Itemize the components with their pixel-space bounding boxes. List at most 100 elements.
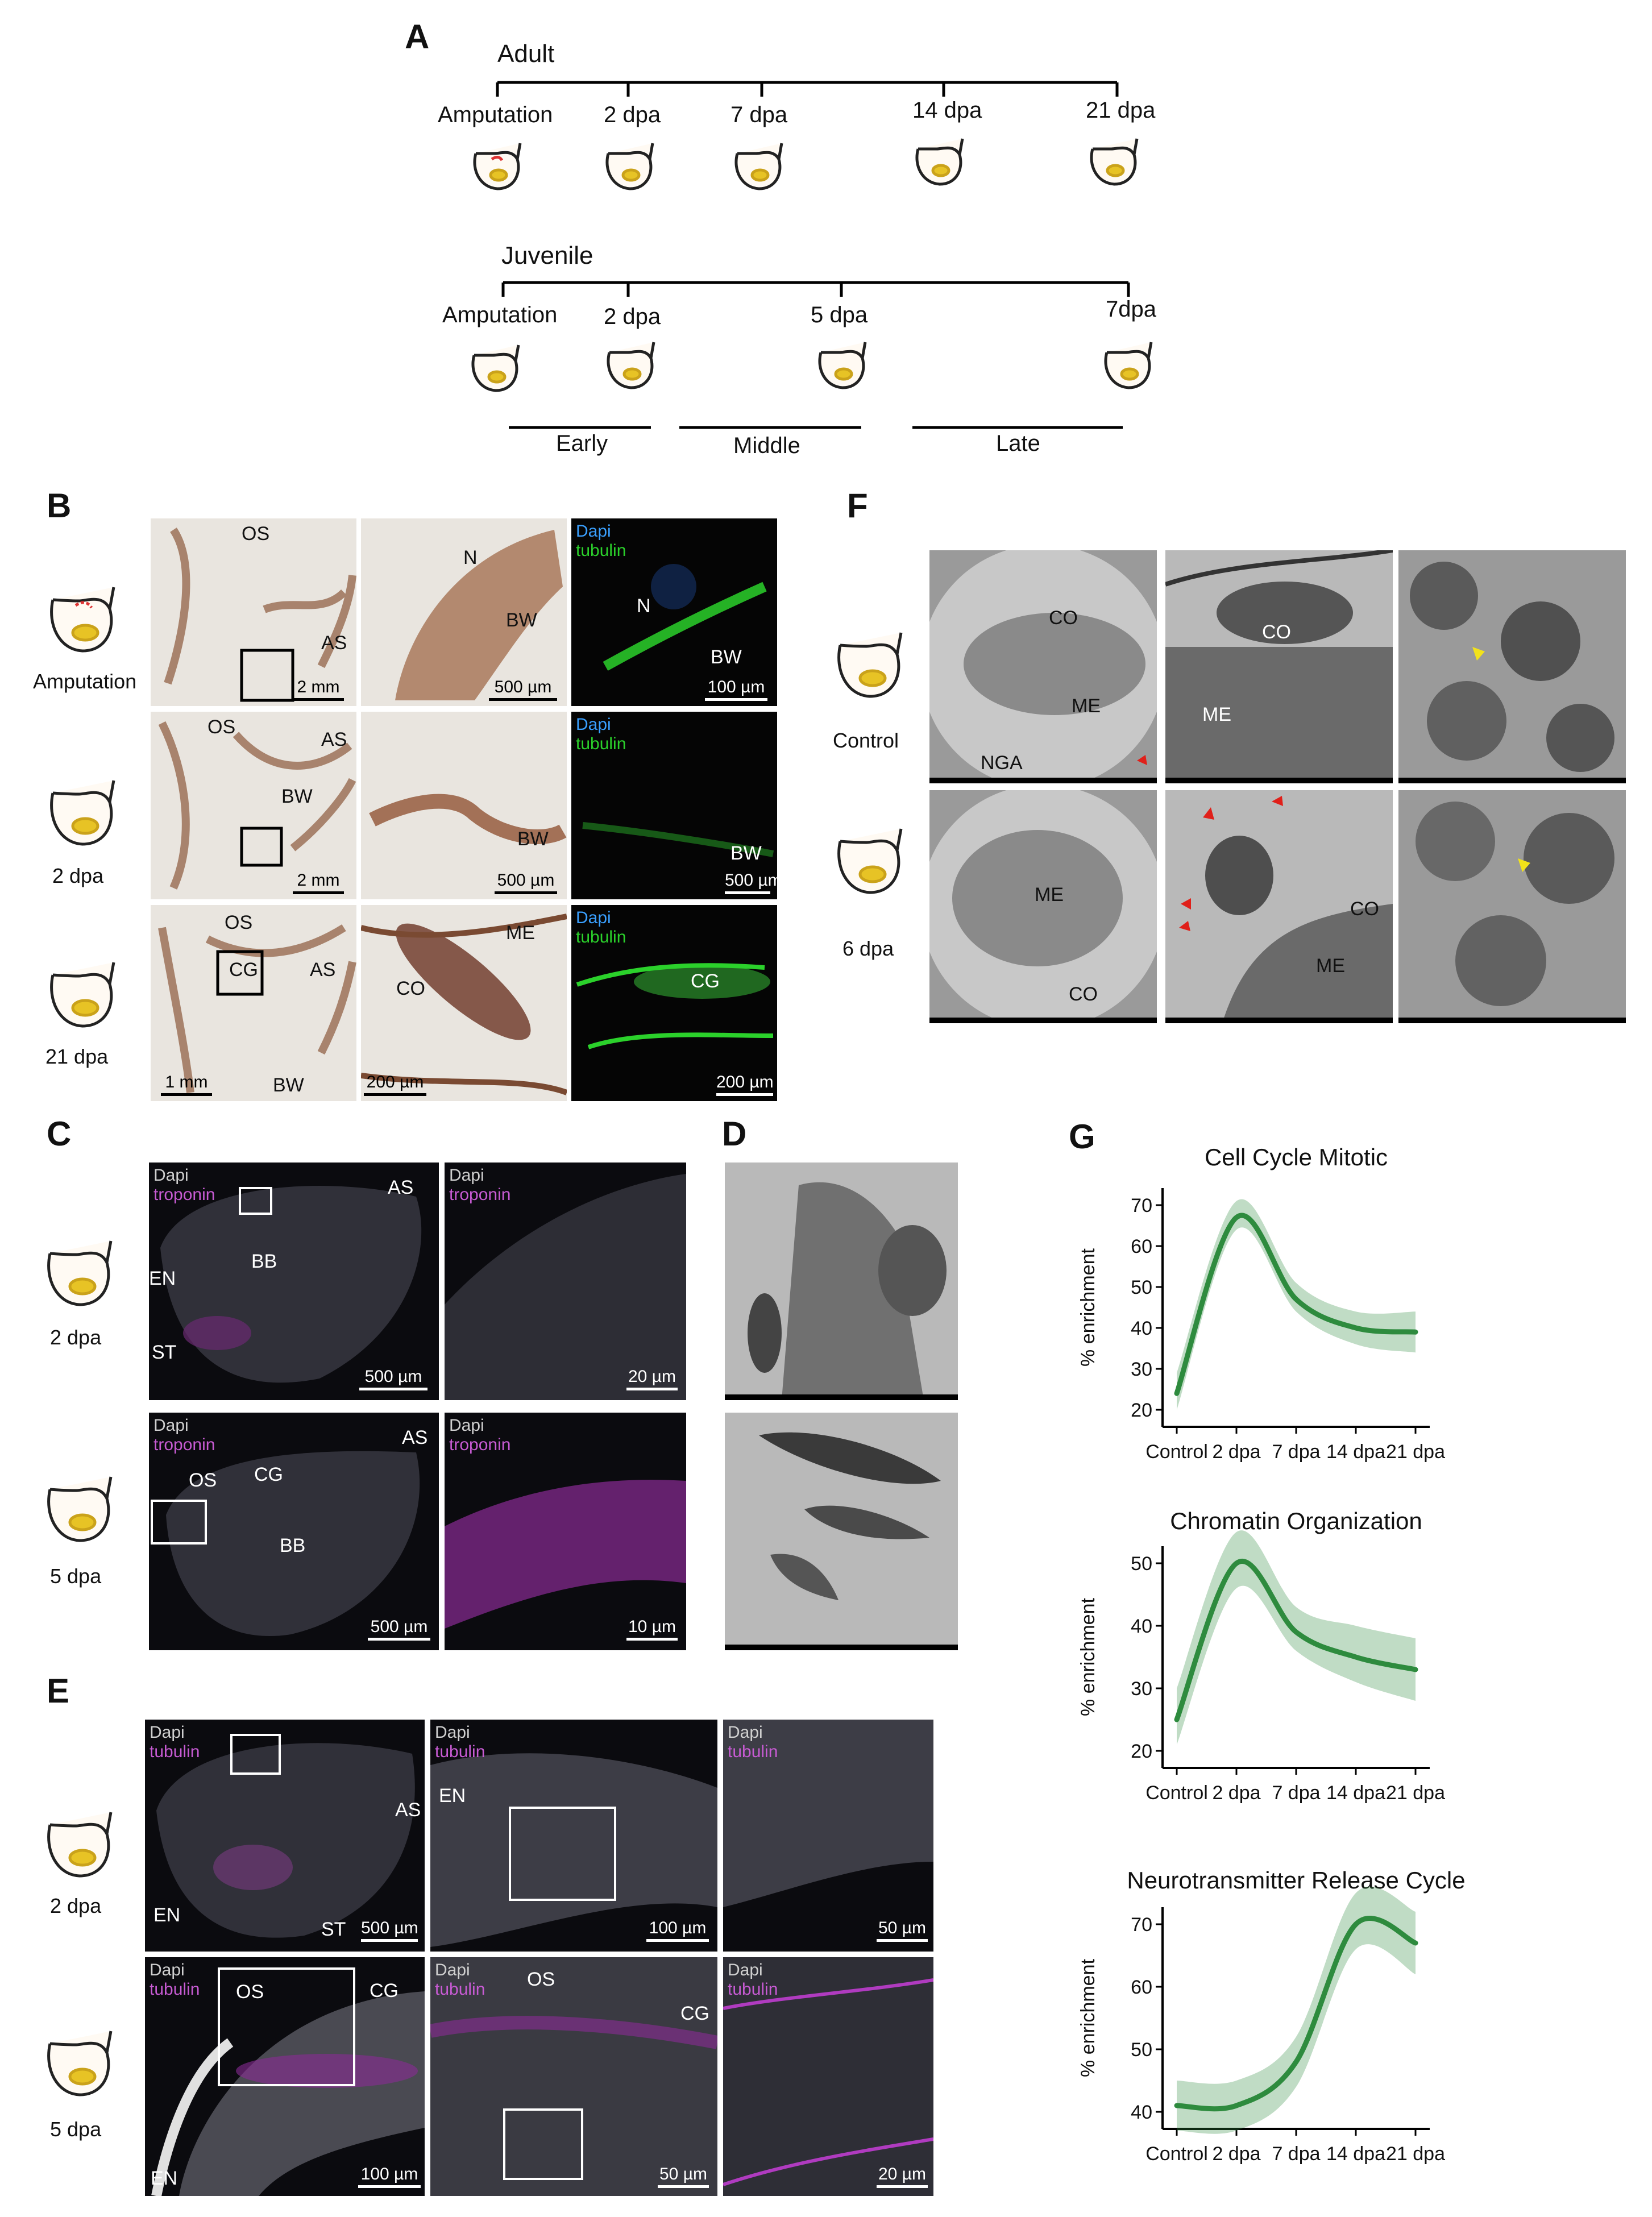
scale-label: 2 mm xyxy=(297,871,340,890)
scale-bar: 500 µm xyxy=(495,871,557,894)
label-os: OS xyxy=(236,1981,264,2003)
b-r3-zoom-image: ME CO 200 µm xyxy=(361,905,567,1101)
stain-tubulin: tubulin xyxy=(576,928,626,946)
data-point xyxy=(1174,1391,1179,1396)
scale-label: 100 µm xyxy=(360,2165,418,2183)
snail-icon xyxy=(50,587,115,1028)
scale-bar: 2 mm xyxy=(293,871,344,894)
data-point xyxy=(1294,1297,1298,1302)
label-os: OS xyxy=(189,1469,217,1491)
panel-letter-f: F xyxy=(847,487,868,525)
juvenile-point-2: 5 dpa xyxy=(811,302,868,327)
scale-bar: 100 µm xyxy=(705,678,767,701)
panel-letter-e: E xyxy=(47,1672,70,1710)
label-as: AS xyxy=(395,1799,421,1821)
confidence-band xyxy=(1177,1199,1416,1410)
scale-bar: 200 µm xyxy=(364,1073,426,1096)
stain-tubulin: tubulin xyxy=(150,1742,200,1761)
scale-bar: 50 µm xyxy=(658,2165,709,2188)
scale-label: 500 µm xyxy=(361,1919,418,1937)
label-as: AS xyxy=(388,1177,414,1198)
y-tick-label: 60 xyxy=(1131,1236,1152,1257)
data-point xyxy=(1294,1630,1298,1634)
x-tick-label: 14 dpa xyxy=(1326,1441,1385,1463)
b-r1-fluor-image: Dapi tubulin N BW 100 µm xyxy=(571,518,777,706)
adult-point-1: 2 dpa xyxy=(604,102,661,127)
y-tick-label: 20 xyxy=(1131,1741,1152,1762)
c-r2-overview-image: Dapi troponin OS CG AS BB 500 µm xyxy=(149,1413,439,1650)
label-cg: CG xyxy=(680,2003,709,2024)
y-tick-label: 40 xyxy=(1131,2102,1152,2123)
c-r1-overview-image: Dapi troponin AS BB EN ST 500 µm xyxy=(149,1163,439,1400)
stain-dapi: Dapi xyxy=(150,1723,185,1742)
confidence-band xyxy=(1177,1530,1416,1745)
label-co: CO xyxy=(1049,607,1078,629)
snail-icon xyxy=(471,138,1153,392)
stain-tubulin: tubulin xyxy=(150,1980,200,1999)
label-en: EN xyxy=(439,1785,466,1807)
scale-bar: 500 µm xyxy=(359,1367,427,1390)
scale-label: 200 µm xyxy=(366,1073,424,1091)
label-bw: BW xyxy=(730,842,762,864)
y-tick-label: 20 xyxy=(1131,1400,1152,1421)
label-st: ST xyxy=(152,1342,177,1363)
scale-bar: 500 µm xyxy=(361,1919,418,1942)
scale-label: 500 µm xyxy=(725,871,777,890)
c-row-label-1: 5 dpa xyxy=(50,1564,102,1588)
x-tick-label: 2 dpa xyxy=(1212,1782,1260,1804)
stain-dapi: Dapi xyxy=(435,1961,470,1979)
phase-middle: Middle xyxy=(733,433,800,458)
panel-letter-d: D xyxy=(722,1115,747,1153)
scale-label: 500 µm xyxy=(370,1617,428,1636)
scale-bar: 500 µm xyxy=(725,871,777,894)
data-point xyxy=(1413,1667,1418,1672)
b-row-label-0: Amputation xyxy=(33,670,137,693)
label-os: OS xyxy=(225,912,253,933)
panel-letter-b: B xyxy=(47,487,72,525)
e-r2-mid-image: Dapi tubulin OS CG 50 µm xyxy=(430,1957,717,2196)
y-tick-label: 60 xyxy=(1131,1977,1152,1998)
x-tick-label: 21 dpa xyxy=(1386,1782,1445,1804)
label-me: ME xyxy=(1316,955,1345,977)
scale-bar: 100 µm xyxy=(358,2165,421,2188)
adult-point-4: 21 dpa xyxy=(1086,98,1156,123)
scale-label: 500 µm xyxy=(364,1367,422,1386)
label-bb: BB xyxy=(251,1251,277,1272)
y-tick-label: 30 xyxy=(1131,1678,1152,1700)
x-tick-label: 21 dpa xyxy=(1386,1441,1445,1463)
stain-troponin: troponin xyxy=(449,1185,511,1204)
adult-point-0: Amputation xyxy=(438,102,553,127)
panel-letter-c: C xyxy=(47,1115,72,1153)
label-bw: BW xyxy=(281,786,313,807)
label-st: ST xyxy=(321,1919,346,1940)
x-tick-label: 2 dpa xyxy=(1212,1441,1260,1463)
stain-troponin: troponin xyxy=(449,1435,511,1454)
data-point xyxy=(1174,2103,1179,2108)
chart-cell-cycle-mitotic: Cell Cycle Mitotic % enrichment 20 30 40 50 60… xyxy=(1077,1144,1445,1463)
f-r2-tem-mid: CO ME xyxy=(1165,790,1393,1023)
juvenile-title: Juvenile xyxy=(501,242,593,269)
label-me: ME xyxy=(1035,884,1064,906)
scale-label: 100 µm xyxy=(707,678,765,696)
e-r1-mid-image: Dapi tubulin EN 100 µm xyxy=(430,1720,717,1952)
y-tick-label: 40 xyxy=(1131,1318,1152,1339)
phase-early: Early xyxy=(556,431,608,456)
juvenile-point-1: 2 dpa xyxy=(604,304,661,329)
label-os: OS xyxy=(527,1969,555,1990)
f-r1-tem-mid: CO ME xyxy=(1165,550,1393,783)
b-r1-zoom-image: N BW 500 µm xyxy=(361,518,567,706)
label-as: AS xyxy=(310,959,336,981)
e-r2-zoom-image: Dapi tubulin 20 µm xyxy=(723,1957,933,2196)
scale-label: 2 mm xyxy=(297,678,340,696)
scale-label: 1 mm xyxy=(165,1073,208,1091)
x-tick-label: 21 dpa xyxy=(1386,2143,1445,2165)
stain-tubulin: tubulin xyxy=(435,1980,485,1999)
label-co: CO xyxy=(1350,898,1379,920)
stain-tubulin: tubulin xyxy=(435,1742,485,1761)
x-tick-label: 7 dpa xyxy=(1272,1782,1320,1804)
label-en: EN xyxy=(151,2168,178,2189)
stain-dapi: Dapi xyxy=(576,715,611,734)
timeline-lines xyxy=(471,81,1153,429)
stain-dapi: Dapi xyxy=(435,1723,470,1742)
chart-title: Neurotransmitter Release Cycle xyxy=(1127,1867,1465,1894)
